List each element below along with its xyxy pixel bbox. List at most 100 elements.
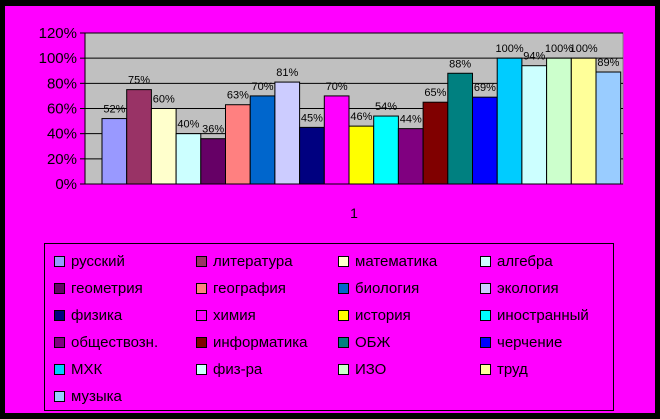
bar-data-label: 69% — [474, 82, 496, 94]
legend-swatch — [338, 255, 349, 267]
bar-data-label: 81% — [276, 67, 298, 79]
bar — [175, 133, 202, 185]
legend-label: ИЗО — [355, 360, 387, 378]
legend-item: физика — [54, 304, 122, 326]
legend-item: иностранный — [480, 304, 589, 326]
bar-data-label: 88% — [449, 58, 471, 70]
legend-label: музыка — [71, 387, 122, 405]
bar-data-label: 63% — [227, 90, 249, 102]
legend-item: русский — [54, 250, 125, 272]
bar — [447, 72, 473, 185]
bar-data-label: 45% — [301, 112, 323, 124]
legend-label: история — [355, 306, 411, 324]
legend-item: алгебра — [480, 250, 553, 272]
bar-data-label: 89% — [597, 57, 619, 69]
y-tick-label: 120% — [39, 25, 77, 42]
legend-item: физ-ра — [196, 358, 262, 380]
legend-label: русский — [71, 252, 125, 270]
bar-data-label: 60% — [153, 94, 175, 106]
legend-swatch — [54, 282, 65, 294]
y-tick-label: 100% — [39, 50, 77, 67]
bar — [274, 81, 301, 185]
bar-data-label: 75% — [128, 75, 150, 87]
legend-item: ИЗО — [338, 358, 386, 380]
legend-label: черчение — [497, 333, 563, 351]
bar-chart: 0%20%40%60%80%100%120% 52%75%60%40% 36%63… — [39, 25, 624, 221]
legend-swatch — [54, 363, 65, 375]
legend-label: математика — [355, 252, 438, 270]
legend-swatch — [196, 363, 207, 375]
legend-item: музыка — [54, 385, 122, 407]
bar-data-label: 46% — [350, 111, 372, 123]
legend-label: информатика — [213, 333, 308, 351]
bar — [126, 89, 152, 185]
bar-data-label: 65% — [424, 87, 446, 99]
bar-data-label: 44% — [400, 114, 422, 126]
bar — [595, 71, 622, 185]
legend-item: математика — [338, 250, 437, 272]
legend-item: химия — [196, 304, 256, 326]
legend-swatch — [196, 282, 207, 294]
bar — [397, 128, 424, 185]
bar — [323, 95, 350, 185]
legend-label: труд — [497, 360, 528, 378]
bar — [496, 57, 523, 185]
y-tick-label: 60% — [47, 101, 77, 118]
legend-swatch — [338, 309, 349, 321]
legend-item: геометрия — [54, 277, 143, 299]
bar-data-label: 70% — [252, 81, 274, 93]
bar — [299, 126, 325, 185]
legend-label: биология — [355, 279, 420, 297]
bar — [373, 115, 399, 185]
y-tick-label: 40% — [47, 126, 77, 143]
bar-data-label: 100% — [570, 43, 598, 55]
legend-swatch — [196, 336, 207, 348]
legend-label: МХК — [71, 360, 103, 378]
legend-swatch — [338, 282, 349, 294]
legend-item: география — [196, 277, 286, 299]
bar-data-label: 100% — [495, 43, 523, 55]
bar — [546, 57, 572, 185]
legend-label: иностранный — [497, 306, 589, 324]
legend-swatch — [338, 336, 349, 348]
legend-label: обществозн. — [71, 333, 159, 351]
bar-data-label: 40% — [177, 119, 199, 131]
legend-label: химия — [213, 306, 256, 324]
legend-label: география — [213, 279, 286, 297]
legend-label: физика — [71, 306, 123, 324]
bar — [348, 125, 375, 185]
legend-swatch — [480, 363, 491, 375]
legend-label: геометрия — [71, 279, 143, 297]
bar-data-label: 54% — [375, 101, 397, 113]
y-tick-label: 0% — [55, 176, 77, 193]
legend-swatch — [196, 255, 207, 267]
legend-swatch — [54, 255, 65, 267]
bar — [225, 104, 251, 185]
bar-data-label: 100% — [545, 43, 573, 55]
legend-item: биология — [338, 277, 419, 299]
legend-swatch — [480, 309, 491, 321]
bar-data-label: 94% — [523, 51, 545, 63]
legend-item: черчение — [480, 331, 562, 353]
legend-swatch — [54, 336, 65, 348]
chart-legend: русский литература математика алгебра геомет… — [44, 243, 614, 411]
legend-item: история — [338, 304, 411, 326]
legend-item: информатика — [196, 331, 308, 353]
chart-canvas: 0% 20% 40% 60% 80% 100% 120% 52% 75% 60% 40% 36% 63… — [5, 6, 655, 413]
legend-swatch — [480, 282, 491, 294]
bar-data-label: 70% — [326, 81, 348, 93]
legend-label: ОБЖ — [355, 333, 391, 351]
legend-item: МХК — [54, 358, 102, 380]
bar — [249, 95, 276, 185]
y-tick-label: 80% — [47, 75, 77, 92]
legend-item: экология — [480, 277, 559, 299]
bar — [521, 65, 548, 185]
legend-swatch — [196, 309, 207, 321]
x-category-label: 1 — [350, 205, 358, 221]
legend-swatch — [54, 309, 65, 321]
legend-item: труд — [480, 358, 528, 380]
legend-label: физ-ра — [213, 360, 263, 378]
legend-item: ОБЖ — [338, 331, 390, 353]
y-tick-label: 20% — [47, 151, 77, 168]
